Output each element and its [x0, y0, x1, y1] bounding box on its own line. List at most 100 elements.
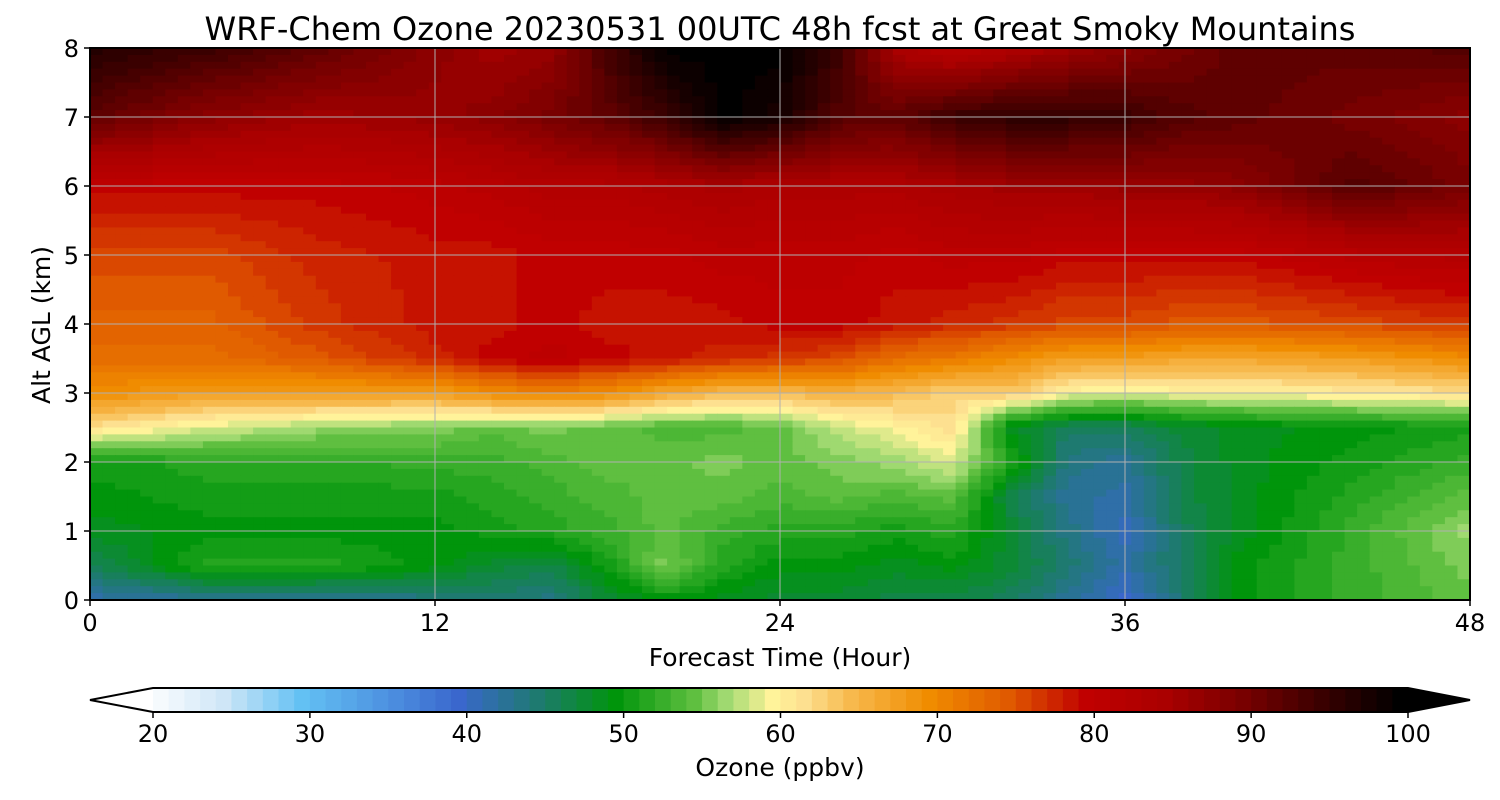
- heatmap-cell: [1168, 351, 1183, 360]
- heatmap-cell: [842, 179, 856, 187]
- heatmap-cell: [679, 130, 693, 139]
- heatmap-cell: [516, 186, 530, 194]
- heatmap-cell: [717, 179, 731, 187]
- heatmap-cell: [215, 275, 229, 284]
- heatmap-cell: [1219, 158, 1233, 166]
- heatmap-cell: [328, 61, 342, 70]
- heatmap-cell: [1081, 337, 1095, 346]
- heatmap-cell: [1206, 123, 1220, 132]
- heatmap-cell: [993, 310, 1007, 318]
- heatmap-cell: [152, 117, 166, 125]
- heatmap-cell: [1294, 130, 1308, 139]
- heatmap-cell: [742, 96, 756, 104]
- heatmap-cell: [466, 199, 480, 208]
- heatmap-cell: [1269, 206, 1283, 215]
- heatmap-cell: [416, 75, 430, 84]
- heatmap-cell: [566, 358, 580, 366]
- heatmap-cell: [1382, 137, 1396, 146]
- heatmap-cell: [792, 82, 806, 90]
- heatmap-cell: [679, 96, 693, 104]
- heatmap-cell: [717, 324, 731, 332]
- heatmap-cell: [692, 61, 706, 70]
- heatmap-cell: [1168, 144, 1183, 153]
- heatmap-cell: [1194, 213, 1208, 222]
- heatmap-cell: [453, 303, 467, 311]
- heatmap-cell: [152, 48, 166, 56]
- heatmap-cell: [1457, 248, 1471, 256]
- heatmap-cell: [228, 296, 242, 304]
- heatmap-cell: [1081, 213, 1095, 222]
- heatmap-cell: [554, 268, 568, 277]
- heatmap-cell: [1081, 89, 1095, 97]
- heatmap-cell: [315, 358, 329, 366]
- heatmap-cell: [754, 220, 769, 228]
- heatmap-cell: [1382, 199, 1396, 208]
- heatmap-cell: [842, 186, 856, 194]
- heatmap-cell: [1056, 186, 1070, 194]
- heatmap-cell: [290, 54, 304, 63]
- heatmap-cell: [1357, 268, 1371, 277]
- heatmap-cell: [792, 172, 806, 180]
- heatmap-cell: [1030, 275, 1045, 284]
- heatmap-cell: [1332, 192, 1346, 201]
- heatmap-cell: [340, 110, 355, 118]
- heatmap-cell: [943, 89, 957, 97]
- heatmap-cell: [817, 289, 831, 297]
- heatmap-cell: [1394, 144, 1408, 153]
- heatmap-cell: [453, 158, 467, 166]
- heatmap-cell: [1081, 261, 1095, 270]
- heatmap-cell: [704, 248, 718, 256]
- heatmap-cell: [717, 89, 731, 97]
- heatmap-cell: [478, 158, 493, 166]
- heatmap-cell: [742, 303, 756, 311]
- heatmap-cell: [529, 261, 543, 270]
- heatmap-cell: [654, 75, 668, 84]
- heatmap-cell: [529, 54, 543, 63]
- heatmap-cell: [240, 317, 254, 325]
- heatmap-cell: [554, 296, 568, 304]
- heatmap-cell: [780, 310, 794, 318]
- heatmap-cell: [1382, 186, 1396, 194]
- heatmap-cell: [1332, 110, 1346, 118]
- heatmap-cell: [1030, 296, 1045, 304]
- heatmap-cell: [378, 48, 392, 56]
- heatmap-cell: [366, 158, 380, 166]
- heatmap-cell: [516, 75, 530, 84]
- heatmap-cell: [842, 344, 856, 353]
- heatmap-cell: [1419, 255, 1433, 263]
- heatmap-cell: [1319, 75, 1333, 84]
- heatmap-cell: [1332, 103, 1346, 111]
- heatmap-cell: [303, 68, 317, 77]
- heatmap-cell: [340, 137, 355, 146]
- heatmap-cell: [918, 199, 932, 208]
- heatmap-cell: [1332, 261, 1346, 270]
- heatmap-cell: [1131, 351, 1145, 360]
- heatmap-cell: [1168, 261, 1183, 270]
- heatmap-cell: [729, 296, 743, 304]
- heatmap-cell: [767, 303, 781, 311]
- heatmap-cell: [391, 324, 405, 332]
- heatmap-cell: [127, 296, 141, 304]
- heatmap-cell: [867, 61, 881, 70]
- heatmap-cell: [228, 75, 242, 84]
- heatmap-cell: [742, 310, 756, 318]
- heatmap-cell: [1394, 234, 1408, 242]
- heatmap-cell: [1444, 275, 1459, 284]
- heatmap-cell: [403, 61, 417, 70]
- heatmap-cell: [152, 151, 166, 159]
- heatmap-cell: [968, 337, 982, 346]
- heatmap-cell: [943, 48, 957, 56]
- heatmap-cell: [228, 337, 242, 346]
- heatmap-cell: [629, 82, 643, 90]
- heatmap-cell: [1419, 123, 1433, 132]
- heatmap-cell: [1093, 275, 1107, 284]
- heatmap-cell: [867, 344, 881, 353]
- heatmap-cell: [717, 54, 731, 63]
- heatmap-cell: [1194, 103, 1208, 111]
- heatmap-cell: [1357, 165, 1371, 173]
- heatmap-cell: [1156, 192, 1170, 201]
- heatmap-cell: [202, 144, 217, 153]
- heatmap-cell: [228, 82, 242, 90]
- heatmap-cell: [366, 282, 380, 291]
- heatmap-cell: [1432, 275, 1446, 284]
